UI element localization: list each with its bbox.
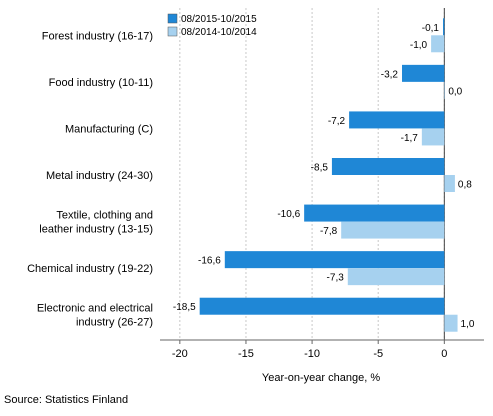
legend-swatch xyxy=(167,13,178,24)
data-label: -1,0 xyxy=(410,40,428,51)
category-label: Electronic and electrical xyxy=(37,303,153,315)
bar-series-2015 xyxy=(304,204,445,222)
category-labels: Forest industry (16-17) Food industry (10… xyxy=(27,30,153,328)
value-labels: -0,1 -1,0 -3,2 0,0 -7,2 -1,7 -8,5 0,8 -10,6 -7,8 -… xyxy=(173,23,475,330)
bar-series-2014 xyxy=(347,268,445,286)
category-label: leather industry (13-15) xyxy=(39,224,153,236)
legend-label: 08/2014-10/2014 xyxy=(181,27,257,38)
data-label: -3,2 xyxy=(381,69,399,80)
bar-series-2014 xyxy=(421,128,445,146)
category-label: industry (26-27) xyxy=(76,317,153,329)
bars xyxy=(199,18,458,332)
bar-series-2015 xyxy=(349,111,445,129)
bar-series-2015 xyxy=(331,158,445,175)
x-axis: -20 -15 -10 -5 0 xyxy=(160,339,484,360)
bar-series-2015 xyxy=(402,64,445,82)
bar-series-2014 xyxy=(341,221,445,239)
category-label: Textile, clothing and xyxy=(56,210,153,222)
x-tick-label: -5 xyxy=(373,348,383,360)
x-tick-label: 0 xyxy=(441,348,447,360)
category-label: Forest industry (16-17) xyxy=(42,30,153,42)
data-label: 0,8 xyxy=(458,180,472,191)
bar-series-2015 xyxy=(443,18,445,36)
data-label: -7,3 xyxy=(327,273,345,284)
x-tick-label: -10 xyxy=(304,348,320,360)
category-label: Food industry (10-11) xyxy=(49,77,153,89)
data-label: -16,6 xyxy=(198,256,221,267)
source-note: Source: Statistics Finland xyxy=(4,394,128,406)
bar-series-2014 xyxy=(444,175,455,192)
x-tick-label: -15 xyxy=(238,348,254,360)
data-label: 1,0 xyxy=(461,319,475,330)
data-label: -1,7 xyxy=(401,133,419,144)
x-tick-label: -20 xyxy=(172,348,188,360)
data-label: -10,6 xyxy=(277,209,300,220)
data-label: -8,5 xyxy=(311,163,329,174)
x-axis-title: Year-on-year change, % xyxy=(262,372,380,384)
bar-series-2015 xyxy=(224,251,445,269)
data-label: 0,0 xyxy=(448,86,462,97)
data-label: -7,2 xyxy=(328,116,346,127)
bar-series-2015 xyxy=(199,297,445,315)
data-label: -7,8 xyxy=(320,226,338,237)
data-label: -18,5 xyxy=(173,302,196,313)
category-label: Metal industry (24-30) xyxy=(46,170,153,182)
category-label: Manufacturing (C) xyxy=(65,123,153,135)
legend-label: 08/2015-10/2015 xyxy=(181,14,257,25)
data-label: -0,1 xyxy=(422,23,440,34)
bar-series-2014 xyxy=(444,314,458,332)
bar-series-2014 xyxy=(431,35,445,53)
category-label: Chemical industry (19-22) xyxy=(27,263,153,275)
legend-swatch xyxy=(167,26,178,37)
legend: 08/2015-10/2015 08/2014-10/2014 xyxy=(167,13,257,38)
bar-series-2014 xyxy=(444,81,445,99)
